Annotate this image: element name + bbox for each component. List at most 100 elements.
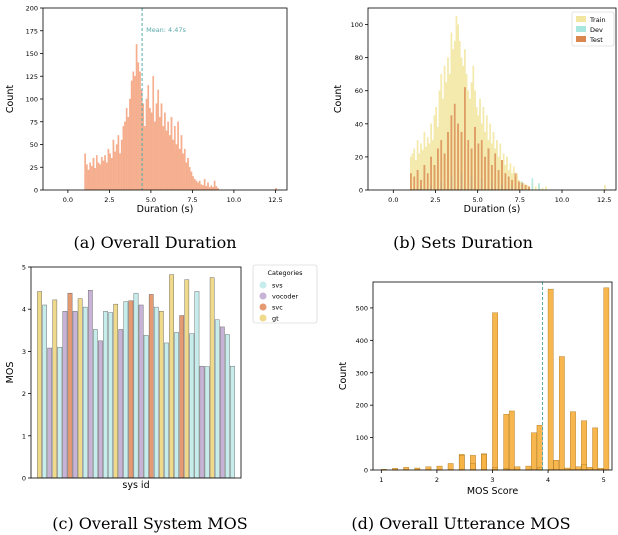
y-tick-label: 100 [356,434,368,442]
histogram-bar [142,103,145,191]
x-tick-label: 2.5 [104,196,114,204]
histogram-bar [212,187,214,191]
histogram-bar-dev [531,178,534,191]
histogram-bar [147,85,150,191]
histogram-bar [144,126,146,191]
histogram-bar [459,455,465,471]
legend-label-train: Train [589,16,606,24]
histogram-bar [514,466,521,471]
y-tick-label: 3 [22,348,26,356]
x-tick-label: 5.0 [146,196,156,204]
histogram-bar-train [479,98,481,191]
y-tick-label: 1 [22,432,26,440]
histogram-bar [107,148,110,191]
histogram-bar-train [523,183,525,191]
caption-d: (d) Overall Utterance MOS [351,514,571,533]
histogram-bar-train [455,16,458,191]
y-tick-label: 0 [22,475,26,483]
histogram-bar-train [442,98,444,191]
y-axis-label: Count [333,85,344,113]
histogram-bar [124,121,126,191]
histogram-bar-train [445,82,448,191]
y-tick-label: 200 [26,5,38,13]
histogram-bar [117,135,120,191]
histogram-bar-train [485,115,488,191]
histogram-bar-test [443,153,446,191]
y-tick-label: 80 [355,54,363,62]
histogram-bar-train [469,98,471,191]
histogram-bar [208,187,211,191]
system-bar [148,294,154,479]
histogram-bar [603,287,610,471]
system-bar [204,366,210,479]
histogram-bar [182,153,184,191]
x-axis-label: Duration (s) [137,204,194,215]
histogram-bar [203,178,206,191]
histogram-bar-train [519,181,522,191]
y-tick-label: 20 [355,153,363,161]
x-axis-label: Duration (s) [464,204,521,215]
legend-label-test: Test [589,36,603,44]
histogram-bar-test [514,173,517,191]
x-tick-label: 1 [379,476,383,484]
y-tick-label: 4 [22,306,26,314]
histogram-bar-train [431,140,434,191]
x-axis-label: sys id [122,480,149,491]
histogram-bar [167,121,169,191]
histogram-bar-train [472,65,475,191]
histogram-bar [190,171,193,191]
histogram-bar [87,169,90,191]
histogram-bar [162,126,165,191]
x-tick-label: 0.0 [63,196,73,204]
histogram-bar [152,76,155,191]
y-tick-label: 0 [359,187,363,195]
histogram-bar [215,186,218,191]
system-bar [225,334,230,479]
histogram-bar-test [491,165,493,191]
x-tick-label: 4 [546,476,550,484]
histogram-bar-test [450,115,453,191]
histogram-bar [100,157,103,191]
histogram-bar-test [480,140,483,191]
histogram-bar-test [410,173,412,191]
histogram-bar [175,144,178,191]
histogram-bar [195,180,198,191]
plot-frame-a [42,7,288,191]
system-bar [209,277,215,479]
system-bar [214,319,220,479]
histogram-bar [129,98,131,191]
histogram-bar [86,164,88,191]
histogram-bar-test [447,131,449,191]
histogram-bar-test [524,184,527,191]
system-bar [138,304,144,479]
histogram-bar [198,180,201,191]
y-tick-label: 0 [364,467,368,475]
x-tick-label: 0.0 [388,196,398,204]
histogram-bar [525,465,532,471]
histogram-bar-train [502,153,505,191]
histogram-bar [137,62,140,191]
y-tick-label: 25 [30,164,38,172]
histogram-bar-test [433,165,436,191]
histogram-bar-train [526,184,529,191]
histogram-bar [119,153,121,191]
histogram-bar [112,139,115,191]
histogram-bar-train [428,143,431,191]
histogram-bar [200,184,203,191]
system-bar [42,304,47,479]
histogram-bar [127,117,130,191]
y-tick-label: 125 [26,73,38,81]
histogram-bar [575,466,582,471]
system-bar [184,279,190,479]
histogram-bar-train [425,146,427,191]
system-bar [103,311,108,479]
histogram-bar [135,44,138,191]
y-axis-label: Count [338,362,349,390]
histogram-bar [492,312,498,471]
system-bar [37,291,42,479]
histogram-bar-train [462,65,465,191]
y-tick-label: 60 [355,87,363,95]
legend-label-gt: gt [272,315,279,323]
legend-label-svs: svs [272,282,283,290]
histogram-bar [92,157,95,191]
